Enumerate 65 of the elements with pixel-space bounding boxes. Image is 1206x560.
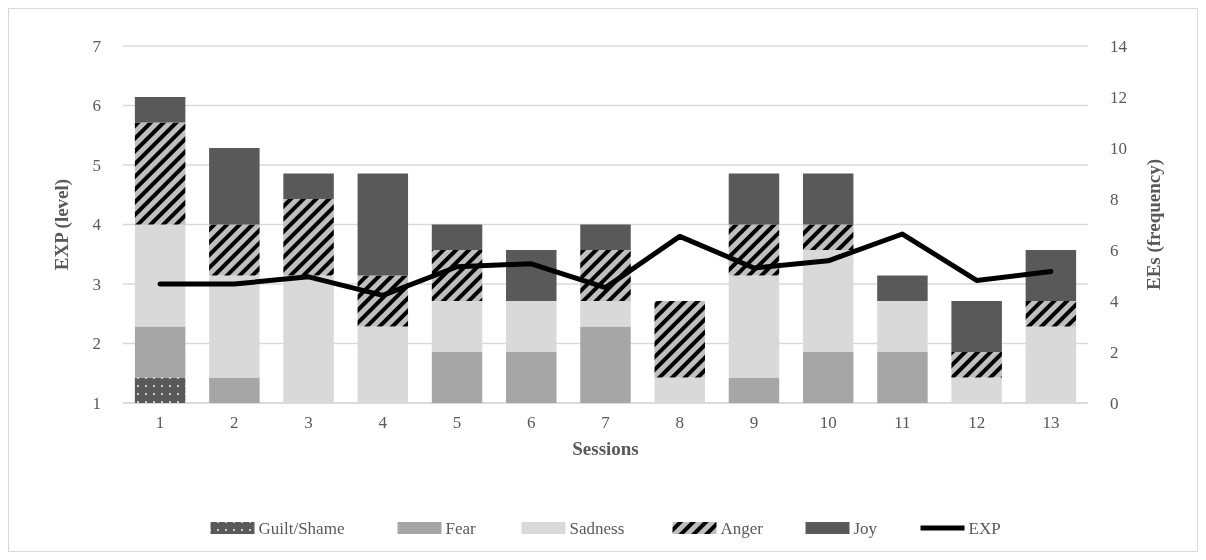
bar	[283, 199, 334, 276]
bar	[431, 224, 483, 250]
x-tick-label: 9	[749, 413, 759, 432]
bar	[580, 326, 631, 403]
bar	[1025, 250, 1077, 301]
legend-label: Joy	[853, 518, 878, 538]
bar	[877, 275, 928, 301]
bar	[134, 326, 186, 378]
y2-tick-label: 2	[1110, 342, 1119, 362]
legend-label: Fear	[445, 518, 477, 538]
x-tick-label: 6	[527, 413, 536, 432]
y-tick-label: 5	[92, 155, 101, 175]
bar	[209, 224, 260, 276]
y-tick-label: 7	[92, 36, 102, 56]
bar	[209, 377, 260, 403]
bar	[802, 173, 854, 225]
y2-tick-label: 0	[1110, 393, 1119, 413]
bar	[654, 301, 705, 378]
bar	[431, 352, 483, 403]
y2-tick-label: 10	[1110, 138, 1127, 158]
bar	[1025, 301, 1077, 327]
bar	[134, 377, 186, 403]
legend-label: Guilt/Shame	[258, 518, 345, 538]
bar	[283, 173, 334, 199]
legend-label: EXP	[968, 518, 1001, 538]
y-tick-label: 6	[92, 96, 101, 116]
y2-tick-label: 4	[1110, 291, 1119, 311]
bar	[728, 377, 780, 403]
x-tick-label: 11	[894, 413, 911, 432]
bar	[877, 352, 928, 403]
y-tick-label: 4	[92, 215, 102, 235]
bar	[134, 122, 186, 225]
bar	[802, 352, 854, 403]
y2-tick-label: 12	[1110, 87, 1127, 107]
y2-axis-title: EEs (frequency)	[1143, 158, 1165, 291]
legend-label: Sadness	[569, 518, 625, 538]
bar	[209, 148, 260, 225]
bar	[951, 352, 1002, 378]
bar	[951, 301, 1002, 352]
x-tick-label: 5	[452, 413, 462, 432]
y-axis-title: EXP (level)	[51, 178, 73, 271]
y2-tick-label: 6	[1110, 240, 1119, 260]
y-tick-label: 1	[92, 393, 101, 413]
bar	[580, 224, 631, 250]
x-tick-label: 13	[1042, 413, 1060, 432]
x-tick-label: 1	[155, 413, 165, 432]
bar	[506, 352, 557, 403]
x-tick-label: 7	[601, 413, 611, 432]
x-tick-label: 4	[378, 413, 388, 432]
x-tick-label: 10	[819, 413, 837, 432]
y-tick-label: 3	[92, 274, 101, 294]
x-tick-label: 8	[675, 413, 684, 432]
bar	[580, 301, 631, 327]
y2-tick-label: 14	[1110, 36, 1128, 56]
bar	[357, 173, 409, 276]
x-tick-label: 2	[230, 413, 239, 432]
bar	[728, 173, 780, 225]
x-tick-label: 12	[968, 413, 986, 432]
legend-label: Anger	[720, 518, 764, 538]
y-tick-label: 2	[92, 334, 101, 354]
bar	[802, 224, 854, 250]
x-tick-label: 3	[304, 413, 313, 432]
bar	[134, 97, 186, 123]
x-axis-title: Sessions	[572, 438, 639, 459]
y2-tick-label: 8	[1110, 189, 1119, 209]
